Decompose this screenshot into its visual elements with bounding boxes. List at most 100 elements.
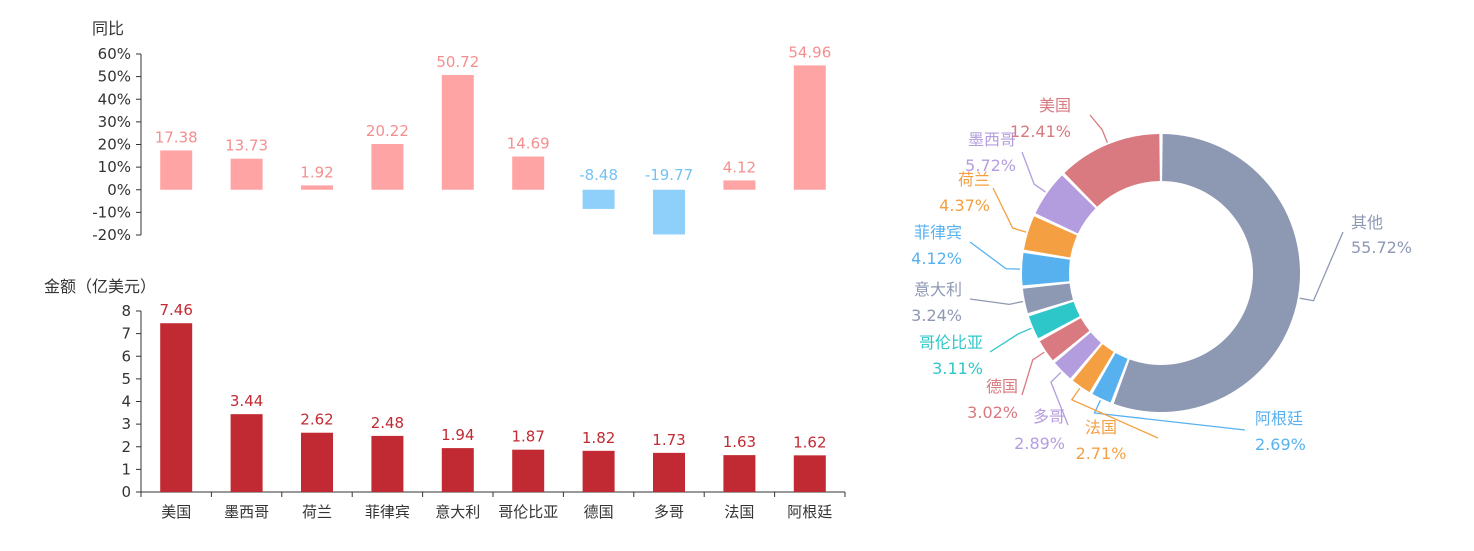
amount-value-label: 1.82 [582, 429, 615, 447]
amount-value-label: 1.73 [652, 431, 685, 449]
yoy-value-label: 14.69 [507, 135, 550, 153]
amount-bar [441, 448, 474, 492]
donut-slice-percent: 2.69% [1255, 435, 1306, 454]
yoy-axis-title: 同比 [92, 19, 124, 38]
amount-bar [582, 450, 615, 492]
yoy-y-tick-label: 20% [98, 136, 131, 154]
donut-leader-line [1050, 371, 1069, 426]
donut-slice-percent: 2.89% [1014, 434, 1065, 453]
donut-slice-percent: 4.37% [939, 196, 990, 215]
donut-slice-label: 德国 [986, 377, 1018, 396]
yoy-y-tick-label: 40% [98, 90, 131, 108]
donut-slice-label: 意大利 [914, 280, 962, 299]
yoy-value-label: 1.92 [300, 163, 333, 181]
donut-slice-percent: 3.02% [967, 403, 1018, 422]
yoy-value-label: -19.77 [645, 166, 693, 184]
amount-bar [653, 452, 685, 492]
donut-slice [1022, 252, 1070, 286]
amount-bar [793, 455, 826, 492]
yoy-y-tick-label: 10% [98, 158, 131, 176]
yoy-y-tick-label: -20% [92, 226, 131, 244]
yoy-y-tick-label: -10% [92, 203, 131, 221]
donut-leader-line [1093, 400, 1246, 431]
amount-value-label: 7.46 [159, 301, 192, 319]
donut-slice-percent: 55.72% [1351, 238, 1412, 257]
amount-value-label: 2.48 [371, 414, 404, 432]
donut-leader-line [969, 298, 1024, 305]
amount-axis-title: 金额（亿美元） [44, 277, 156, 296]
x-category-label: 多哥 [654, 503, 684, 521]
donut-leader-line [1089, 114, 1109, 143]
donut-slice [1092, 353, 1128, 403]
yoy-bar [582, 189, 615, 209]
amount-value-label: 3.44 [230, 392, 263, 410]
amount-y-tick-label: 2 [121, 438, 131, 456]
x-category-label: 美国 [161, 503, 191, 521]
donut-slice [1035, 175, 1096, 234]
amount-y-tick-label: 6 [121, 347, 131, 365]
yoy-bar [301, 185, 333, 190]
donut-leader-line [1021, 351, 1045, 396]
yoy-value-label: 20.22 [366, 122, 409, 140]
yoy-value-label: -8.48 [579, 166, 618, 184]
donut-slice [1023, 216, 1077, 258]
x-category-label: 德国 [584, 503, 614, 521]
x-category-label: 法国 [724, 503, 754, 521]
yoy-bar [653, 189, 685, 235]
x-category-label: 哥伦比亚 [498, 503, 558, 521]
amount-value-label: 1.94 [441, 426, 474, 444]
donut-slice [1072, 344, 1114, 393]
donut-slice [1022, 283, 1073, 314]
donut-leader-line [992, 187, 1027, 233]
donut-slice-label: 菲律宾 [914, 223, 962, 242]
donut-slice-percent: 3.24% [911, 306, 962, 325]
amount-bar [512, 449, 545, 492]
amount-value-label: 2.62 [300, 411, 333, 429]
amount-y-tick-label: 0 [121, 483, 131, 501]
yoy-value-label: 17.38 [155, 128, 198, 146]
amount-bar [371, 435, 404, 492]
amount-value-label: 1.62 [793, 433, 826, 451]
yoy-value-label: 54.96 [788, 43, 831, 61]
donut-slice [1064, 134, 1160, 207]
amount-bar [230, 414, 263, 492]
donut-leader-line [1070, 387, 1159, 439]
x-category-label: 意大利 [435, 503, 480, 521]
x-category-label: 荷兰 [302, 503, 332, 521]
donut-leader-line [989, 327, 1032, 353]
donut-slice-label: 其他 [1351, 213, 1383, 232]
yoy-value-label: 50.72 [436, 53, 479, 71]
donut-leader-line [1299, 231, 1344, 302]
yoy-value-label: 4.12 [723, 158, 756, 176]
amount-value-label: 1.63 [723, 433, 756, 451]
yoy-bar [230, 158, 263, 190]
donut-slice [1039, 318, 1090, 361]
donut-slice-percent: 3.11% [932, 359, 983, 378]
donut-leader-line [969, 241, 1021, 270]
yoy-bar [371, 144, 404, 190]
donut-leader-line [1021, 151, 1046, 193]
donut-slice-label: 墨西哥 [968, 130, 1016, 149]
share-donut-chart: 其他 55.72% 阿根廷 2.69% 法国 2.71% 多哥 2.89% 德国 3.02% 哥伦比… [911, 96, 1412, 463]
amount-y-tick-label: 8 [121, 302, 131, 320]
yoy-y-tick-label: 30% [98, 113, 131, 131]
yoy-bar [512, 156, 545, 190]
yoy-y-tick-label: 0% [107, 181, 131, 199]
yoy-value-label: 13.73 [225, 137, 268, 155]
amount-bar [301, 432, 333, 492]
yoy-y-tick-label: 60% [98, 45, 131, 63]
yoy-bar [723, 180, 756, 190]
yoy-bar [793, 65, 826, 190]
donut-slice-label: 多哥 [1033, 407, 1065, 426]
yoy-bar-chart: 同比 60% 50% 40% 30% 20% 10% 0% -10% -20% 17.38 13.7… [92, 19, 831, 244]
donut-slice [1113, 134, 1300, 412]
amount-y-tick-label: 3 [121, 415, 131, 433]
amount-y-tick-label: 7 [121, 325, 131, 343]
donut-slice [1054, 332, 1101, 379]
x-category-label: 阿根廷 [787, 503, 832, 521]
yoy-bar [441, 74, 474, 190]
donut-slice-percent: 5.72% [965, 156, 1016, 175]
amount-y-tick-label: 1 [121, 460, 131, 478]
donut-slice-percent: 12.41% [1010, 122, 1071, 141]
